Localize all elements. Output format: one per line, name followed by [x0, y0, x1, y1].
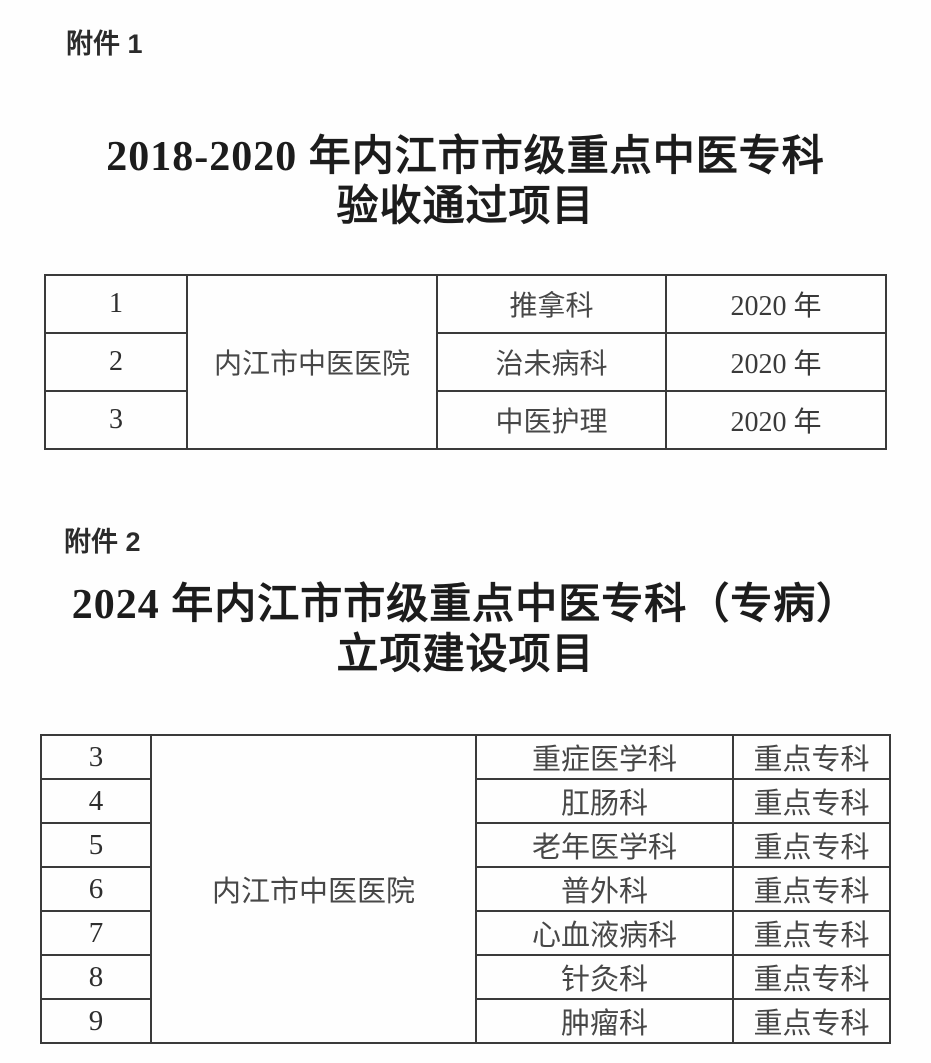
project-type-cell: 重点专科 — [732, 910, 891, 956]
row-number-cell: 3 — [44, 390, 188, 450]
table-row: 1 内江市中医医院 推拿科 2020 年 — [44, 274, 887, 450]
row-number-cell: 4 — [40, 778, 152, 824]
row-number-cell: 8 — [40, 954, 152, 1000]
department-cell: 普外科 — [475, 866, 734, 912]
table-row: 6 普外科 重点专科 — [40, 866, 891, 912]
project-type-cell: 重点专科 — [732, 866, 891, 912]
department-cell: 重症医学科 — [475, 734, 734, 780]
attachment-1-title-line2: 验收通过项目 — [336, 184, 595, 230]
year-cell: 2020 年 — [665, 332, 887, 392]
attachment-1-title-line1: 2018-2020 年内江市市级重点中医专科 — [106, 134, 825, 180]
attachment-1-label: 附件 1 — [66, 29, 143, 59]
table-row: 4 肛肠科 重点专科 — [40, 778, 891, 824]
table-row: 3 中医护理 2020 年 — [44, 390, 887, 450]
table-row: 3 内江市中医医院 重症医学科 重点专科 — [40, 734, 891, 1044]
attachment-2-title: 2024 年内江市市级重点中医专科（专病） 立项建设项目 — [0, 580, 931, 680]
department-cell: 推拿科 — [436, 274, 667, 334]
department-cell: 治未病科 — [436, 332, 667, 392]
project-type-cell: 重点专科 — [732, 822, 891, 868]
attachment-2-title-line1: 2024 年内江市市级重点中医专科（专病） — [71, 582, 860, 628]
table-row: 8 针灸科 重点专科 — [40, 954, 891, 1000]
attachment-1-title: 2018-2020 年内江市市级重点中医专科 验收通过项目 — [0, 132, 931, 232]
row-number-cell: 6 — [40, 866, 152, 912]
department-cell: 心血液病科 — [475, 910, 734, 956]
department-cell: 肿瘤科 — [475, 998, 734, 1044]
department-cell: 中医护理 — [436, 390, 667, 450]
row-number-cell: 2 — [44, 332, 188, 392]
row-number-cell: 1 — [44, 274, 188, 334]
table-row: 7 心血液病科 重点专科 — [40, 910, 891, 956]
department-cell: 肛肠科 — [475, 778, 734, 824]
row-number-cell: 5 — [40, 822, 152, 868]
table-row: 2 治未病科 2020 年 — [44, 332, 887, 392]
project-type-cell: 重点专科 — [732, 954, 891, 1000]
accepted-projects-table: 1 内江市中医医院 推拿科 2020 年 2 治未病科 2020 年 3 中医护… — [44, 274, 887, 450]
hospital-cell: 内江市中医医院 — [186, 274, 438, 450]
row-number-cell: 7 — [40, 910, 152, 956]
attachment-2-title-line2: 立项建设项目 — [336, 632, 595, 678]
table-row: 5 老年医学科 重点专科 — [40, 822, 891, 868]
row-number-cell: 3 — [40, 734, 152, 780]
year-cell: 2020 年 — [665, 274, 887, 334]
attachment-2-label: 附件 2 — [64, 527, 141, 557]
year-cell: 2020 年 — [665, 390, 887, 450]
construction-projects-table: 3 内江市中医医院 重症医学科 重点专科 4 肛肠科 重点专科 5 老年医学科 … — [40, 734, 891, 1044]
row-number-cell: 9 — [40, 998, 152, 1044]
project-type-cell: 重点专科 — [732, 734, 891, 780]
project-type-cell: 重点专科 — [732, 778, 891, 824]
department-cell: 老年医学科 — [475, 822, 734, 868]
table-row: 9 肿瘤科 重点专科 — [40, 998, 891, 1044]
project-type-cell: 重点专科 — [732, 998, 891, 1044]
department-cell: 针灸科 — [475, 954, 734, 1000]
hospital-cell: 内江市中医医院 — [150, 734, 477, 1044]
